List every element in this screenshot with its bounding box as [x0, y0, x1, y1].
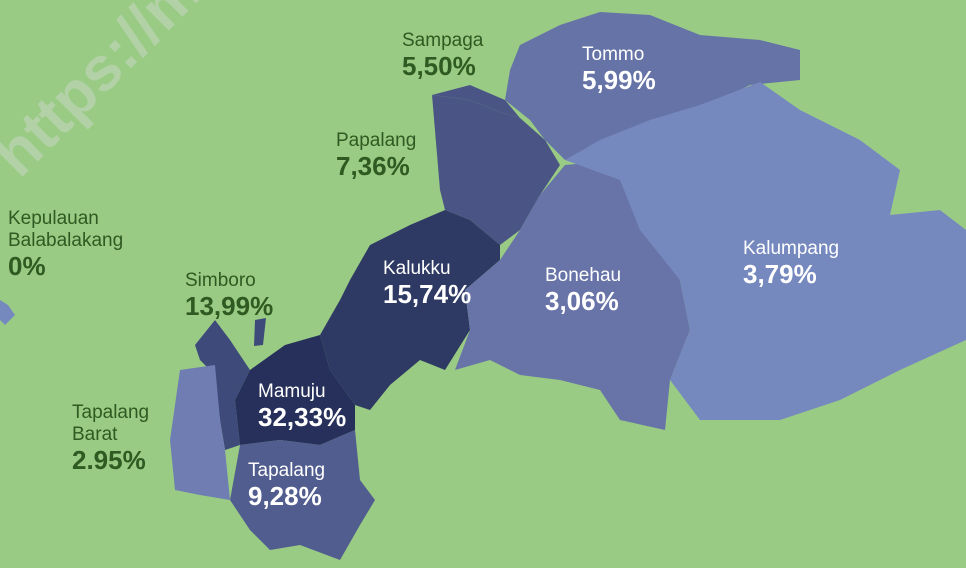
- region-label: Simboro 13,99%: [185, 270, 273, 320]
- region-name: Mamuju: [258, 381, 326, 402]
- region-name: Kalukku: [383, 258, 451, 279]
- region-name: Simboro: [185, 270, 256, 291]
- region-value: 3,06%: [545, 286, 619, 316]
- region-value: 5,99%: [582, 65, 656, 95]
- region-value: 0%: [8, 251, 46, 281]
- region-name: Sampaga: [402, 30, 484, 51]
- region-shape: [432, 85, 520, 118]
- region-name: Papalang: [336, 130, 417, 151]
- region-value: 5,50%: [402, 51, 476, 81]
- region-label: Bonehau 3,06%: [545, 265, 621, 315]
- region-value: 13,99%: [185, 291, 274, 321]
- region-value: 9,28%: [248, 481, 322, 511]
- region-shape: [432, 95, 560, 245]
- region-label: Tapalang Barat 2.95%: [72, 402, 172, 474]
- region-label: Papalang 7,36%: [336, 130, 416, 180]
- region-name: Tapalang: [248, 460, 326, 481]
- region-name: Kepulauan Balabalakang: [8, 208, 124, 251]
- region-label: Mamuju 32,33%: [258, 381, 346, 431]
- region-shape: [230, 430, 375, 560]
- region-shape: [170, 365, 230, 500]
- region-label: Tommo 5,99%: [582, 44, 656, 94]
- region-name: Tapalang Barat: [72, 402, 150, 445]
- region-value: 2.95%: [72, 445, 146, 475]
- region-shape: [0, 300, 15, 325]
- region-shape: [195, 320, 250, 450]
- region-name: Tommo: [582, 44, 645, 65]
- region-label: Kalumpang 3,79%: [743, 238, 839, 288]
- region-value: 7,36%: [336, 151, 410, 181]
- region-name: Kalumpang: [743, 238, 840, 259]
- region-shape: [565, 82, 966, 420]
- region-name: Bonehau: [545, 265, 622, 286]
- region-label: Kepulauan Balabalakang 0%: [8, 208, 158, 280]
- region-label: Tapalang 9,28%: [248, 460, 325, 510]
- region-shape: [320, 210, 500, 410]
- region-shape: [254, 318, 266, 346]
- region-shape: [235, 335, 355, 445]
- region-label: Sampaga 5,50%: [402, 30, 483, 80]
- region-value: 32,33%: [258, 402, 347, 432]
- region-value: 3,79%: [743, 259, 817, 289]
- region-shape: [505, 12, 800, 160]
- region-shape: [455, 160, 690, 430]
- region-value: 15,74%: [383, 279, 472, 309]
- region-label: Kalukku 15,74%: [383, 258, 471, 308]
